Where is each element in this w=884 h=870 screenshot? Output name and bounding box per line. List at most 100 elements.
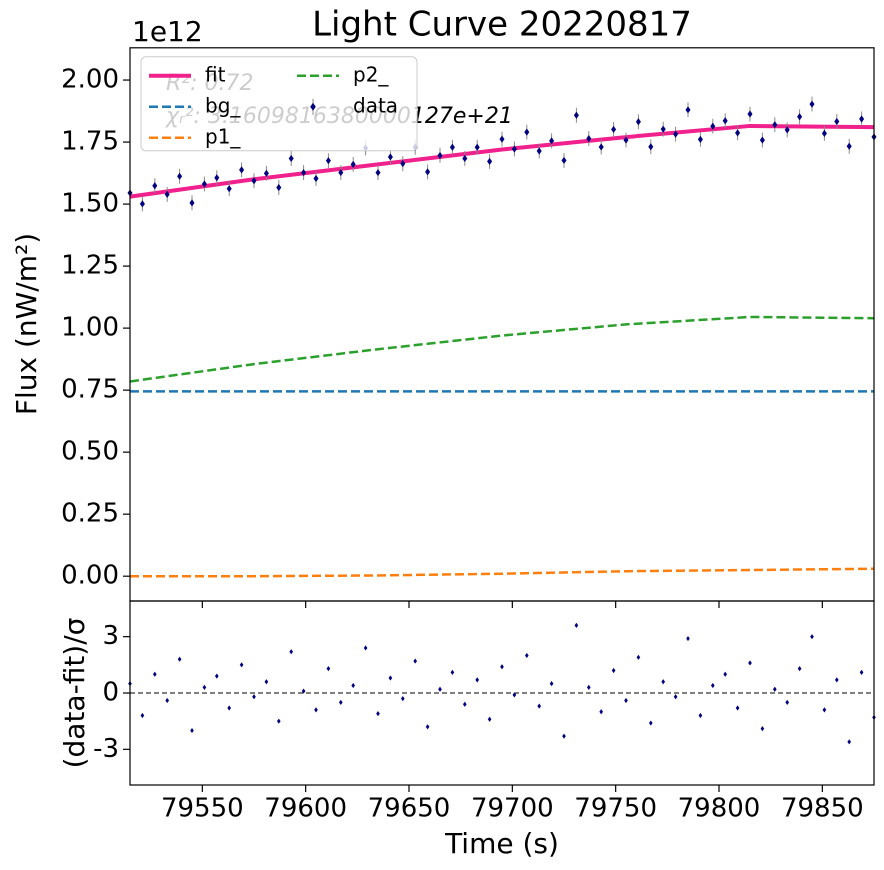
residual-point [475,677,480,683]
residual-point [562,733,566,739]
residual-point [611,667,616,674]
data-point [474,143,480,151]
data-point [710,122,716,130]
residual-point [735,705,740,711]
residual-point [202,684,207,690]
residual-point [636,654,641,660]
residual-point [810,634,814,640]
data-point [598,143,604,151]
x-tick-label: 79750 [574,794,657,824]
data-point [276,183,282,192]
y-tick-label: 1.50 [61,189,119,219]
data-point [747,110,753,118]
y-axis-label: (data-fit)/σ [58,618,91,769]
data-point [821,129,827,137]
residual-point [748,660,752,666]
residual-point [152,671,157,677]
residual-point [661,679,666,685]
data-point [859,115,865,123]
data-point [251,177,257,185]
residual-point [289,649,294,655]
data-point [487,157,493,166]
x-tick-label: 79600 [264,794,347,824]
data-point [152,182,158,190]
y-tick-label: 1.00 [61,313,119,343]
residual-point [276,718,281,724]
residual-point [500,664,504,670]
legend-label: bg_ [205,93,241,117]
y-tick-label: 0.25 [61,499,119,529]
residual-point [301,688,306,694]
residual-point [338,699,343,705]
residual-point [239,662,244,668]
data-point [201,180,207,188]
residual-point [710,682,715,689]
residual-point [772,686,777,692]
residual-point [438,686,442,692]
y-tick-label: 2.00 [61,65,119,95]
data-point [660,125,666,133]
chart-title: Light Curve 20220817 [312,5,692,45]
data-point [226,185,232,193]
residual-point [698,712,703,719]
residual-point [822,707,827,713]
residual-point [760,726,765,732]
residual-point [785,699,790,705]
y-tick-label: 0.75 [61,375,119,405]
residual-point [847,739,852,745]
x-tick-label: 79800 [678,794,761,824]
data-point [437,151,443,160]
legend-box [140,56,418,152]
residual-point [264,679,269,685]
residual-point [252,694,256,700]
data-point [623,136,629,144]
data-point [784,126,790,134]
data-point [189,199,195,207]
residual-point [314,707,318,713]
data-point [164,190,170,199]
data-point [673,130,679,138]
y-tick-label: 1.75 [61,127,119,157]
data-point [338,168,344,177]
data-point [536,147,542,155]
plot-frame [129,600,875,786]
data-point [239,166,245,174]
data-point [635,118,641,126]
residual-point [462,701,467,707]
data-point [263,169,269,177]
x-tick-label: 79850 [781,794,864,824]
data-point [573,111,579,119]
residual-point [425,724,430,730]
y-tick-label: 3 [102,621,119,651]
data-point [288,154,294,163]
data-point [462,154,468,163]
data-point [834,117,840,126]
data-point [697,135,703,143]
residual-point [214,673,219,679]
data-point [301,168,307,177]
offset-label: 1e12 [132,15,203,48]
data-point [375,168,381,177]
residual-point [859,669,864,675]
plot-area [127,96,877,578]
legend-label: fit [205,62,226,86]
data-point [425,168,431,176]
residual-point [524,652,529,659]
fit-line [130,567,875,578]
y-tick-label: 0.00 [61,561,119,591]
residual-point [413,658,418,664]
residual-point [165,697,170,704]
data-point [524,128,530,136]
residual-point [574,622,579,629]
residual-point [388,675,393,681]
residual-point [227,705,232,711]
data-point [772,121,778,129]
x-tick-label: 79550 [161,794,244,824]
residual-point [512,692,517,698]
data-point [735,129,741,137]
x-axis-label: Time (s) [444,827,559,860]
data-point [797,113,803,121]
residual-point [190,727,194,734]
data-point [214,174,220,182]
